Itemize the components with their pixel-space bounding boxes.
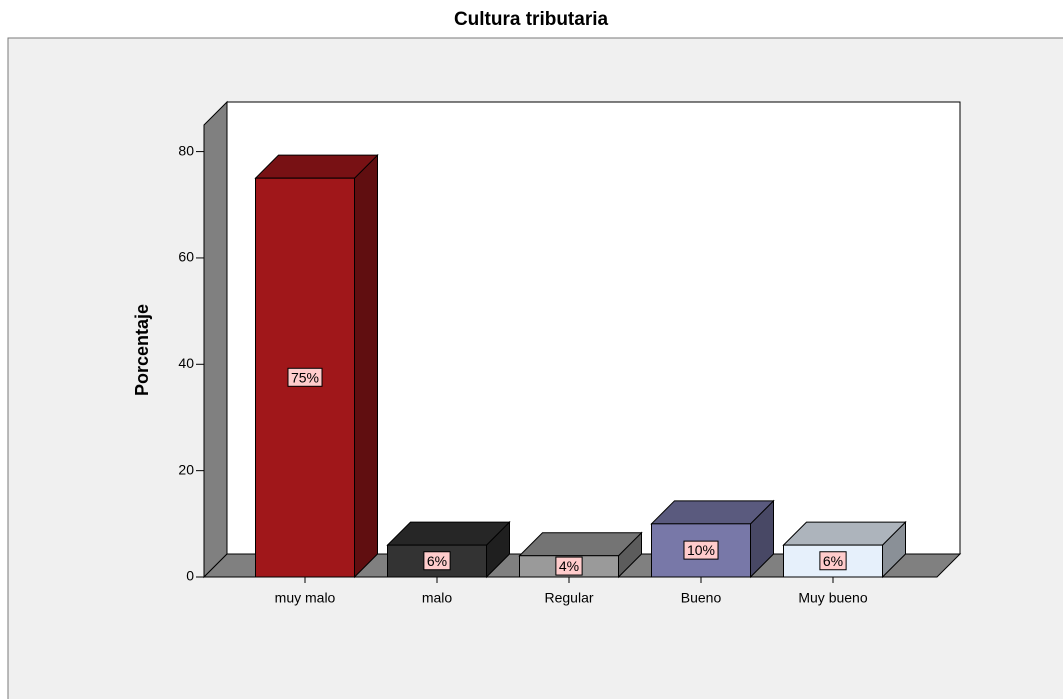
- y-tick-label: 20: [178, 461, 194, 477]
- value-label-box: [683, 540, 719, 560]
- value-label: 6%: [823, 553, 843, 569]
- value-label-box: [287, 367, 323, 387]
- x-tick-label: muy malo: [275, 590, 336, 606]
- x-tick-label: Muy bueno: [798, 590, 867, 606]
- y-tick-label: 60: [178, 249, 194, 265]
- value-label: 75%: [291, 369, 319, 385]
- value-label: 10%: [687, 542, 715, 558]
- value-label-box: [819, 551, 847, 571]
- side-wall: [203, 100, 228, 579]
- chart-title: Cultura tributaria: [454, 9, 609, 30]
- value-label: 6%: [427, 553, 447, 569]
- y-tick-label: 40: [178, 355, 194, 371]
- value-label-box: [423, 551, 451, 571]
- y-axis-label: Porcentaje: [132, 304, 152, 396]
- y-tick-label: 0: [186, 568, 194, 584]
- value-label: 4%: [559, 558, 579, 574]
- x-tick-label: Regular: [544, 590, 593, 606]
- x-tick-label: malo: [422, 590, 453, 606]
- bar-side: [354, 153, 378, 579]
- x-tick-label: Bueno: [681, 590, 722, 606]
- value-label-box: [555, 556, 583, 576]
- y-tick-label: 80: [178, 142, 194, 158]
- bar: [783, 544, 883, 578]
